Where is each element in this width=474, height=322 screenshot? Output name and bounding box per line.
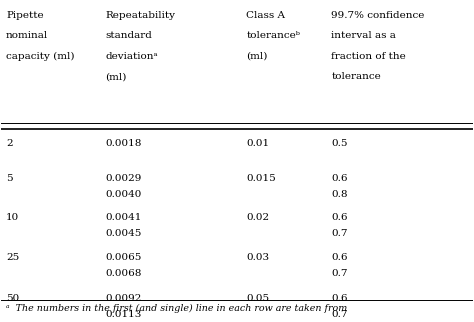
Text: interval as a: interval as a	[331, 32, 396, 40]
Text: fraction of the: fraction of the	[331, 52, 406, 61]
Text: 0.6: 0.6	[331, 213, 348, 222]
Text: Class A: Class A	[246, 11, 285, 20]
Text: Repeatability: Repeatability	[105, 11, 175, 20]
Text: 0.03: 0.03	[246, 252, 270, 261]
Text: ᵃ  The numbers in the first (and single) line in each row are taken from: ᵃ The numbers in the first (and single) …	[6, 304, 347, 313]
Text: standard: standard	[105, 32, 152, 40]
Text: nominal: nominal	[6, 32, 48, 40]
Text: 10: 10	[6, 213, 19, 222]
Text: 0.01: 0.01	[246, 139, 270, 148]
Text: 0.7: 0.7	[331, 310, 348, 319]
Text: 0.5: 0.5	[331, 139, 348, 148]
Text: 0.0113: 0.0113	[105, 310, 141, 319]
Text: 0.7: 0.7	[331, 269, 348, 278]
Text: 0.8: 0.8	[331, 190, 348, 199]
Text: 0.0018: 0.0018	[105, 139, 141, 148]
Text: 0.0092: 0.0092	[105, 294, 141, 303]
Text: 0.6: 0.6	[331, 174, 348, 183]
Text: 0.0065: 0.0065	[105, 252, 141, 261]
Text: 0.015: 0.015	[246, 174, 276, 183]
Text: Pipette: Pipette	[6, 11, 44, 20]
Text: 0.02: 0.02	[246, 213, 270, 222]
Text: 2: 2	[6, 139, 13, 148]
Text: tolerance: tolerance	[331, 72, 381, 81]
Text: toleranceᵇ: toleranceᵇ	[246, 32, 301, 40]
Text: 0.6: 0.6	[331, 294, 348, 303]
Text: 0.0068: 0.0068	[105, 269, 141, 278]
Text: 5: 5	[6, 174, 13, 183]
Text: 0.0041: 0.0041	[105, 213, 141, 222]
Text: deviationᵃ: deviationᵃ	[105, 52, 158, 61]
Text: 0.0040: 0.0040	[105, 190, 141, 199]
Text: 50: 50	[6, 294, 19, 303]
Text: 0.7: 0.7	[331, 230, 348, 239]
Text: 0.0045: 0.0045	[105, 230, 141, 239]
Text: capacity (ml): capacity (ml)	[6, 52, 74, 61]
Text: (ml): (ml)	[246, 52, 268, 61]
Text: (ml): (ml)	[105, 72, 127, 81]
Text: 0.0029: 0.0029	[105, 174, 141, 183]
Text: 25: 25	[6, 252, 19, 261]
Text: 99.7% confidence: 99.7% confidence	[331, 11, 425, 20]
Text: 0.05: 0.05	[246, 294, 270, 303]
Text: 0.6: 0.6	[331, 252, 348, 261]
